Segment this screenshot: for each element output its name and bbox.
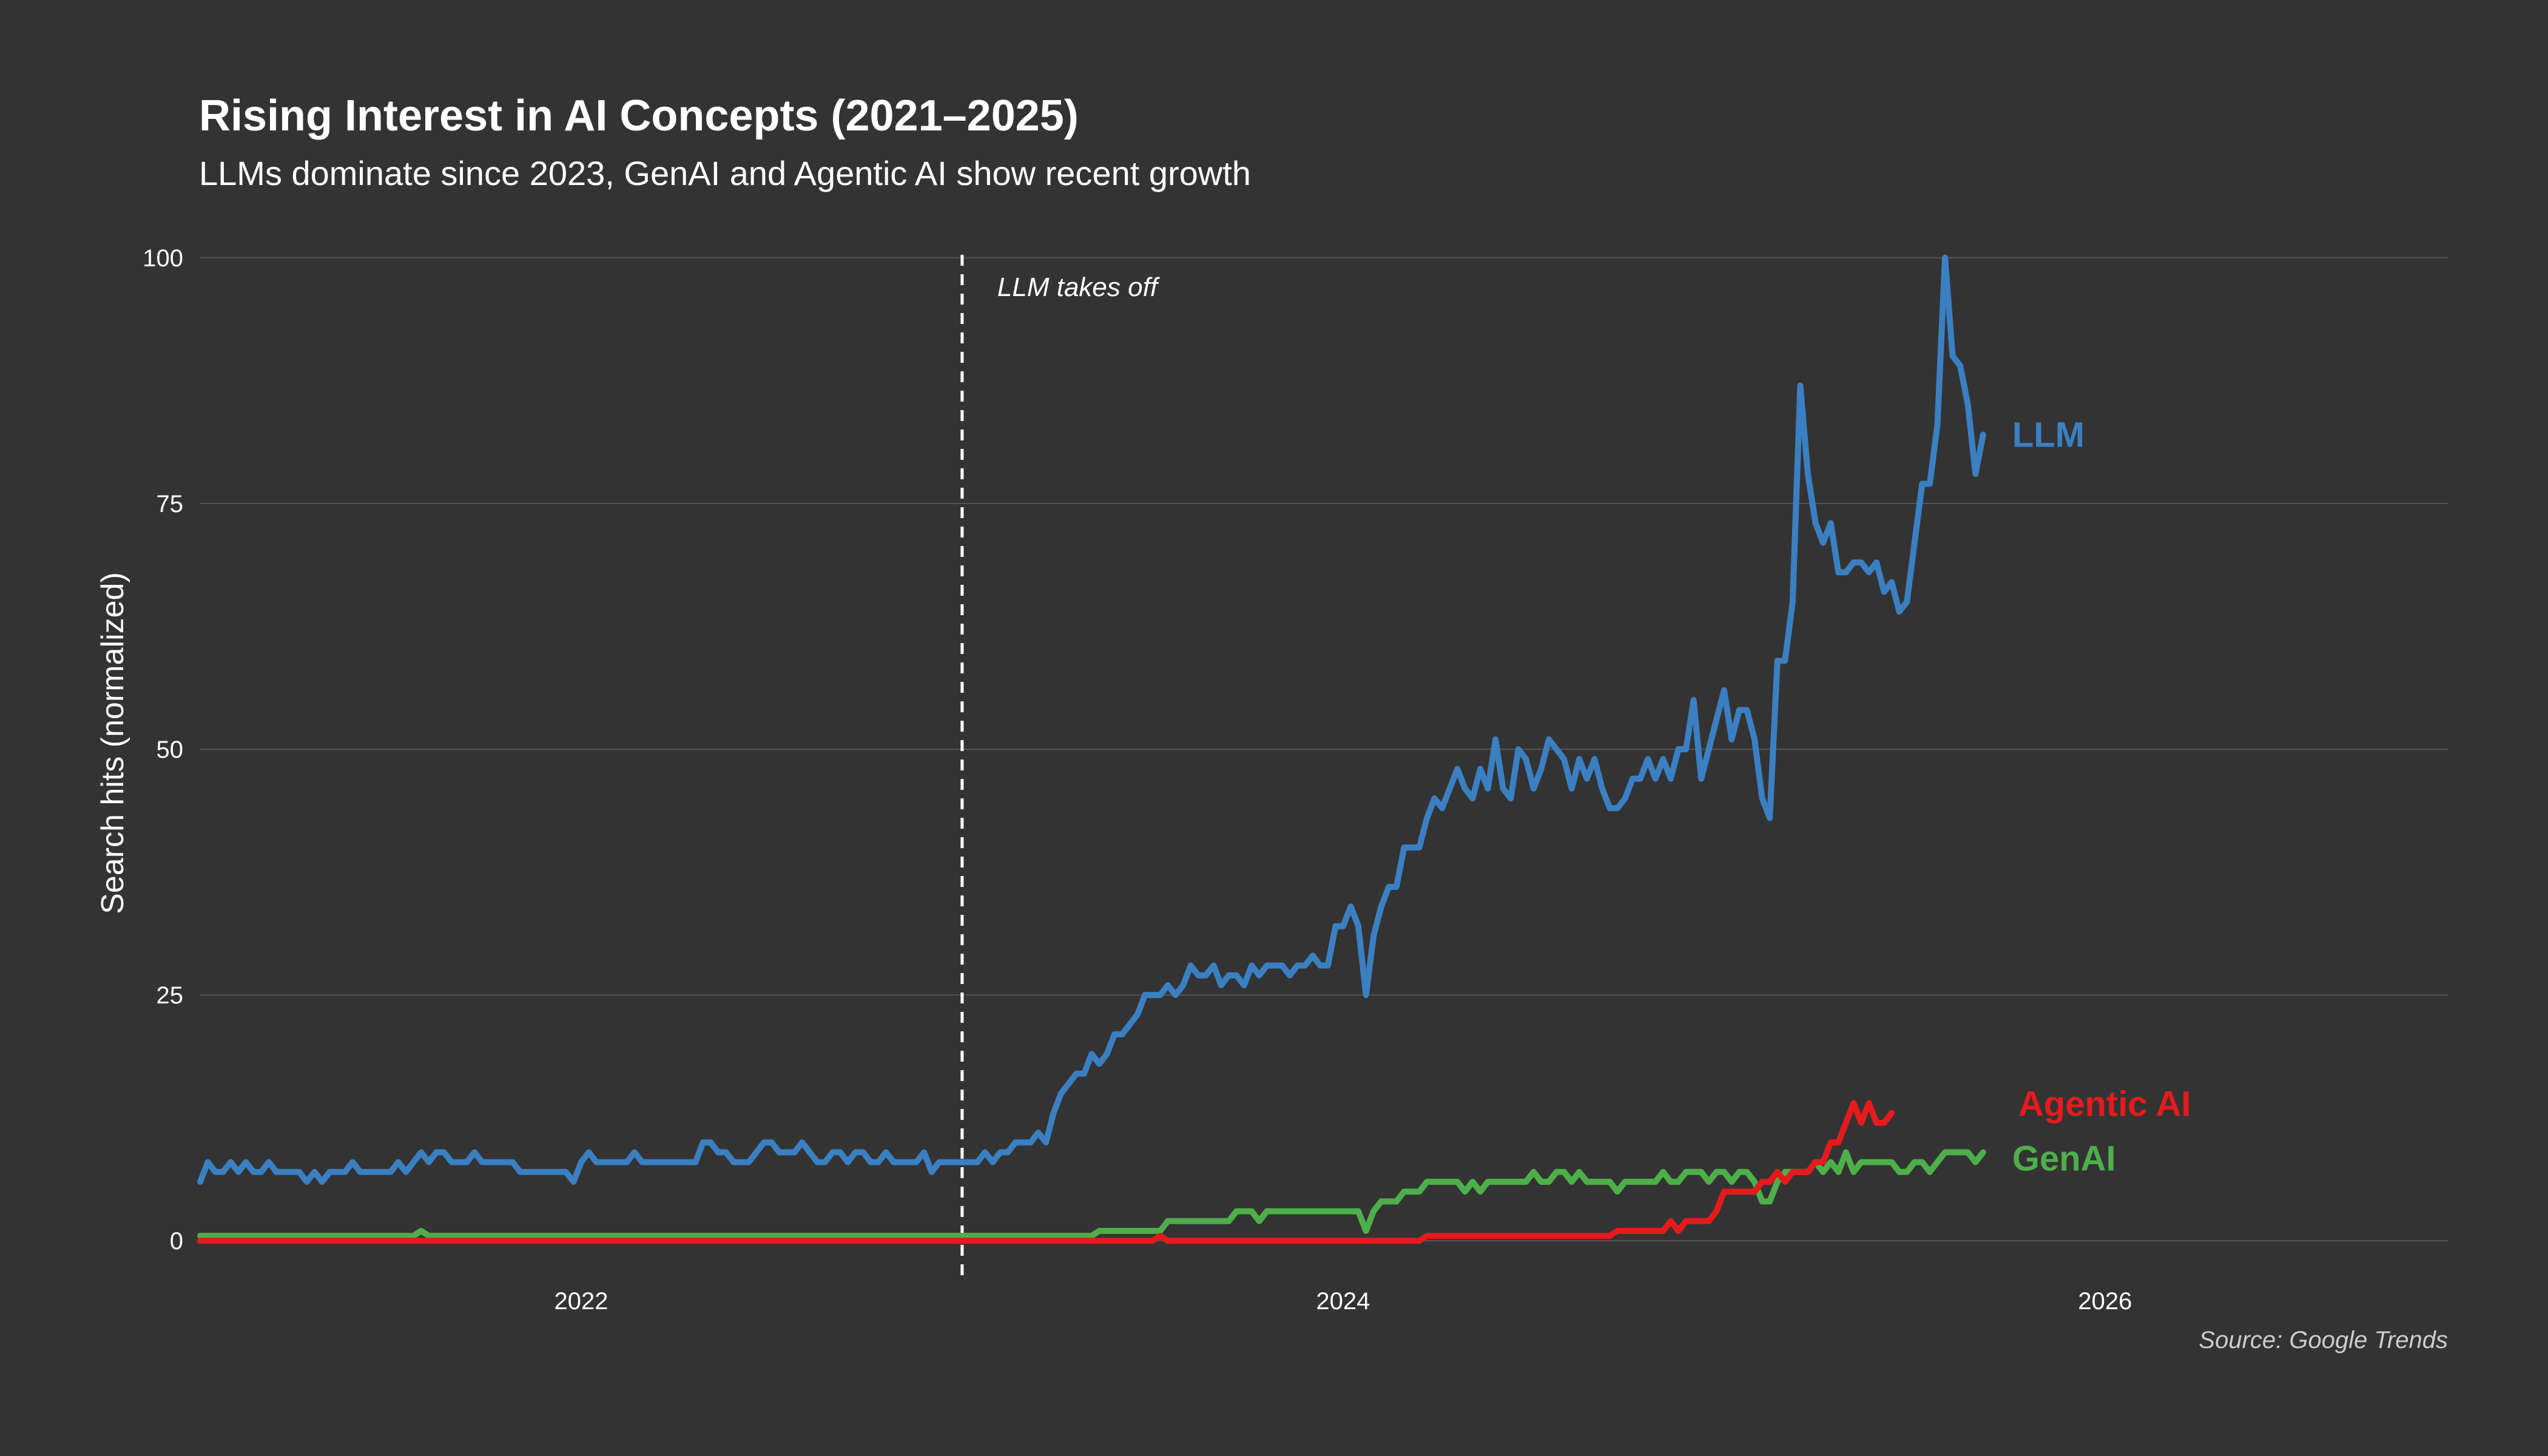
series-line-genai: [197, 1149, 1986, 1239]
source-caption: Source: Google Trends: [2199, 1327, 2448, 1353]
chart-title: Rising Interest in AI Concepts (2021–202…: [199, 92, 1079, 140]
series-line-llm: [197, 254, 1986, 1185]
y-tick-label: 50: [157, 736, 184, 763]
series-label-agentic-ai: Agentic AI: [2018, 1085, 2191, 1124]
series-label-llm: LLM: [2012, 415, 2085, 454]
annotation-group: LLM takes off: [960, 255, 1161, 1280]
x-tick-label: 2026: [2078, 1288, 2132, 1315]
chart-subtitle: LLMs dominate since 2023, GenAI and Agen…: [199, 154, 1251, 192]
series-label-genai: GenAI: [2012, 1139, 2116, 1178]
x-tick-label: 2022: [554, 1288, 608, 1315]
y-tick-label: 25: [157, 982, 184, 1009]
series-line-agentic-ai: [197, 1100, 1895, 1244]
y-tick-label: 0: [170, 1228, 183, 1255]
series-lines: [197, 254, 1986, 1244]
series-labels: LLM GenAI Agentic AI: [2012, 415, 2191, 1178]
y-tick-label: 75: [157, 491, 184, 517]
y-axis-title: Search hits (normalized): [95, 572, 130, 914]
x-axis-ticks: 2022 2024 2026: [554, 1288, 2132, 1315]
y-tick-label: 100: [143, 245, 183, 272]
y-axis-ticks: 0 25 50 75 100: [143, 245, 183, 1255]
annotation-label: LLM takes off: [997, 272, 1161, 302]
x-tick-label: 2024: [1316, 1288, 1370, 1315]
